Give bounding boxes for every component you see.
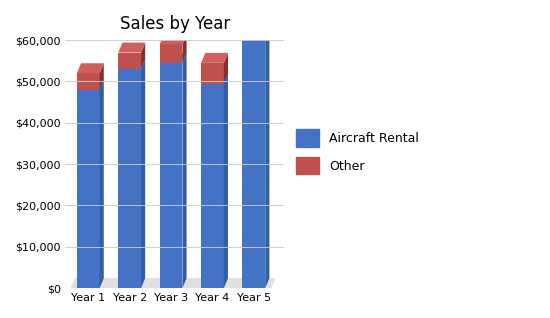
- Polygon shape: [118, 59, 145, 69]
- Polygon shape: [100, 63, 104, 90]
- FancyBboxPatch shape: [77, 73, 100, 90]
- Polygon shape: [201, 73, 228, 84]
- FancyBboxPatch shape: [201, 84, 224, 288]
- Polygon shape: [224, 53, 228, 84]
- Polygon shape: [201, 53, 228, 63]
- Polygon shape: [141, 43, 145, 69]
- Polygon shape: [160, 34, 186, 44]
- Polygon shape: [118, 43, 145, 52]
- Polygon shape: [183, 34, 186, 63]
- Polygon shape: [77, 63, 104, 73]
- Polygon shape: [265, 10, 269, 40]
- Polygon shape: [183, 53, 186, 288]
- Polygon shape: [243, 30, 270, 40]
- Polygon shape: [77, 80, 104, 90]
- FancyBboxPatch shape: [160, 63, 183, 288]
- FancyBboxPatch shape: [77, 90, 100, 288]
- Legend: Aircraft Rental, Other: Aircraft Rental, Other: [290, 123, 425, 181]
- FancyBboxPatch shape: [118, 69, 141, 288]
- Polygon shape: [70, 278, 276, 288]
- Polygon shape: [100, 80, 104, 288]
- Polygon shape: [141, 59, 145, 288]
- FancyBboxPatch shape: [243, 19, 265, 40]
- FancyBboxPatch shape: [160, 44, 183, 63]
- FancyBboxPatch shape: [201, 63, 224, 84]
- Polygon shape: [243, 10, 270, 19]
- Polygon shape: [160, 53, 186, 63]
- FancyBboxPatch shape: [118, 52, 141, 69]
- Polygon shape: [224, 73, 228, 288]
- Polygon shape: [265, 30, 269, 288]
- Title: Sales by Year: Sales by Year: [119, 15, 230, 33]
- FancyBboxPatch shape: [243, 40, 265, 288]
